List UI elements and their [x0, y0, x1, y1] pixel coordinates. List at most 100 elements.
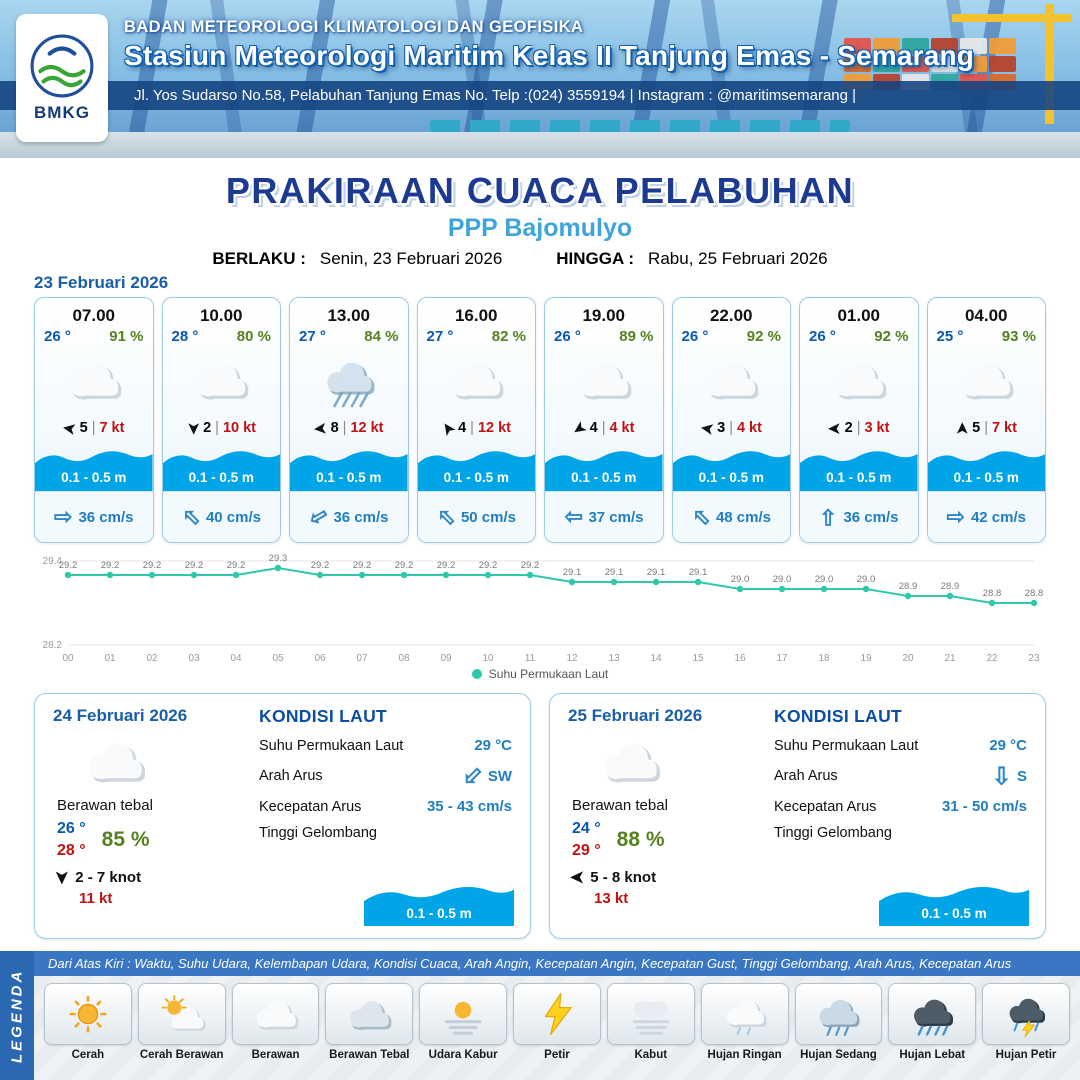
current-info: ⇨ 37 cm/s	[545, 491, 663, 542]
wave-height-band: 0.1 - 0.5 m	[290, 445, 408, 491]
svg-text:05: 05	[272, 653, 284, 664]
wave-height-band: 0.1 - 0.5 m	[162, 445, 280, 491]
wind-info: ➤ 3 | 4 kt	[673, 415, 791, 441]
legend-section: LEGENDA Dari Atas Kiri : Waktu, Suhu Uda…	[0, 951, 1080, 1080]
card-temperature: 25 °	[936, 328, 964, 345]
svg-text:22: 22	[986, 653, 998, 664]
sst-label: Suhu Permukaan Laut	[259, 737, 404, 754]
svg-text:29.2: 29.2	[227, 560, 246, 571]
wave-shape	[927, 451, 1045, 491]
card-humidity: 92 %	[746, 328, 781, 345]
title-section: PRAKIRAAN CUACA PELABUHAN PPP Bajomulyo …	[0, 158, 1080, 269]
current-direction-arrow-icon: ⇨	[455, 759, 489, 794]
wave-height-value: 0.1 - 0.5 m	[571, 470, 637, 485]
wind-separator: |	[470, 420, 474, 436]
wave-height-value: 0.1 - 0.5 m	[61, 470, 127, 485]
daily-temps: 26 ° 28 ° 85 %	[57, 818, 255, 861]
wind-gust: 3 kt	[864, 420, 890, 436]
hingga-value: Rabu, 25 Februari 2026	[648, 249, 828, 268]
wave-height-value: 0.1 - 0.5 m	[443, 470, 509, 485]
legend-item-label: Udara Kabur	[428, 1049, 498, 1061]
svg-text:16: 16	[734, 653, 746, 664]
legend-item: Hujan Petir	[982, 983, 1070, 1061]
wind-speed: 2	[844, 420, 853, 436]
wind-separator: |	[215, 420, 219, 436]
svg-text:29.0: 29.0	[773, 574, 792, 585]
current-speed: 36 cm/s	[78, 508, 134, 526]
wind-info: ➤ 5 | 7 kt	[35, 415, 153, 441]
daily-date: 24 Februari 2026	[53, 706, 188, 725]
page-title: PRAKIRAAN CUACA PELABUHAN	[225, 170, 855, 211]
current-speed-value: 35 - 43 cm/s	[426, 798, 512, 815]
wave-shape	[417, 451, 535, 491]
daily-wind-range: 2 - 7 knot	[75, 869, 142, 887]
hourly-cards-row: 07.00 26 ° 91 % ➤ 5 | 7 kt 0.1 - 0.5 m	[0, 297, 1080, 543]
svg-text:29.2: 29.2	[185, 560, 204, 571]
svg-text:09: 09	[440, 653, 452, 664]
wave-shape	[290, 451, 408, 491]
daily-wind-gust: 11 kt	[79, 890, 113, 908]
agency-name: BADAN METEOROLOGI KLIMATOLOGI DAN GEOFIS…	[124, 18, 584, 36]
legend-item-icon	[982, 983, 1070, 1045]
card-time: 22.00	[709, 306, 753, 325]
current-speed: 42 cm/s	[970, 508, 1026, 526]
wave-height-band: 0.1 - 0.5 m	[672, 445, 790, 491]
current-speed-label: Kecepatan Arus	[259, 798, 362, 815]
svg-text:29.2: 29.2	[311, 560, 330, 571]
daily-temp-min: 26 °	[57, 820, 86, 837]
current-direction-icon: ⇨	[564, 505, 583, 530]
berlaku-label: BERLAKU :	[212, 249, 306, 268]
card-time: 01.00	[837, 306, 881, 325]
wind-direction-icon: ➤	[184, 421, 202, 435]
legend-dot-icon	[471, 669, 482, 679]
daily-weather-icon	[69, 730, 255, 797]
bmkg-logo-text: BMKG	[34, 103, 90, 122]
card-temperature: 26 °	[554, 328, 581, 345]
hourly-forecast-card: 19.00 26 ° 89 % ➤ 4 | 4 kt 0.1 - 0.5 m	[544, 297, 664, 543]
sea-conditions-title: KONDISI LAUT	[774, 706, 903, 726]
wind-speed: 8	[330, 420, 339, 436]
legend-item-icon	[794, 983, 883, 1045]
daily-humidity: 88 %	[616, 827, 665, 851]
current-direction-icon: ⇨	[685, 501, 716, 533]
legend-series-label: Suhu Permukaan Laut	[488, 667, 609, 681]
sea-conditions-title: KONDISI LAUT	[259, 706, 388, 726]
current-info: ⇨ 50 cm/s	[417, 491, 535, 542]
weather-icon	[290, 345, 408, 415]
current-direction-value: S	[1016, 767, 1027, 785]
current-speed: 40 cm/s	[205, 508, 261, 526]
svg-text:23: 23	[1028, 653, 1040, 664]
daily-wind-direction-icon: ➤	[52, 870, 72, 885]
wind-direction-icon: ➤	[828, 419, 841, 437]
wind-direction-icon: ➤	[313, 418, 328, 438]
svg-text:12: 12	[566, 653, 578, 664]
svg-text:28.9: 28.9	[941, 581, 960, 592]
card-temperature: 26 °	[809, 328, 836, 345]
svg-text:02: 02	[146, 653, 158, 664]
hourly-forecast-card: 10.00 28 ° 80 % ➤ 2 | 10 kt 0.1 - 0.5 m	[161, 297, 281, 543]
weather-icon	[35, 345, 153, 415]
legend-item-label: Berawan	[251, 1049, 300, 1061]
legend-item-label: Hujan Petir	[995, 1049, 1057, 1061]
daily-wind-direction-icon: ➤	[570, 868, 585, 888]
daily-cards-row: 24 Februari 2026 Berawan tebal 26 ° 28 °…	[0, 693, 1080, 939]
wind-separator: |	[856, 420, 861, 436]
card-humidity: 89 %	[619, 328, 654, 345]
svg-text:03: 03	[188, 653, 200, 664]
wave-height-band: 0.1 - 0.5 m	[545, 445, 663, 491]
wave-height-value: 0.1 - 0.5 m	[921, 906, 987, 921]
legend-item-label: Cerah	[71, 1049, 105, 1061]
card-time: 10.00	[199, 306, 243, 325]
svg-text:21: 21	[944, 653, 956, 664]
daily-forecast-card: 24 Februari 2026 Berawan tebal 26 ° 28 °…	[34, 693, 531, 939]
sst-value: 29 °C	[474, 737, 512, 754]
wind-info: ➤ 2 | 3 kt	[800, 415, 918, 441]
svg-text:06: 06	[314, 653, 326, 664]
svg-text:29.0: 29.0	[731, 574, 750, 585]
weather-icon	[928, 345, 1046, 415]
svg-text:29.0: 29.0	[815, 574, 834, 585]
current-speed-label: Kecepatan Arus	[774, 798, 877, 815]
daily-date: 25 Februari 2026	[568, 706, 703, 725]
current-direction-icon: ⇨	[946, 504, 965, 529]
card-humidity: 82 %	[491, 328, 526, 345]
